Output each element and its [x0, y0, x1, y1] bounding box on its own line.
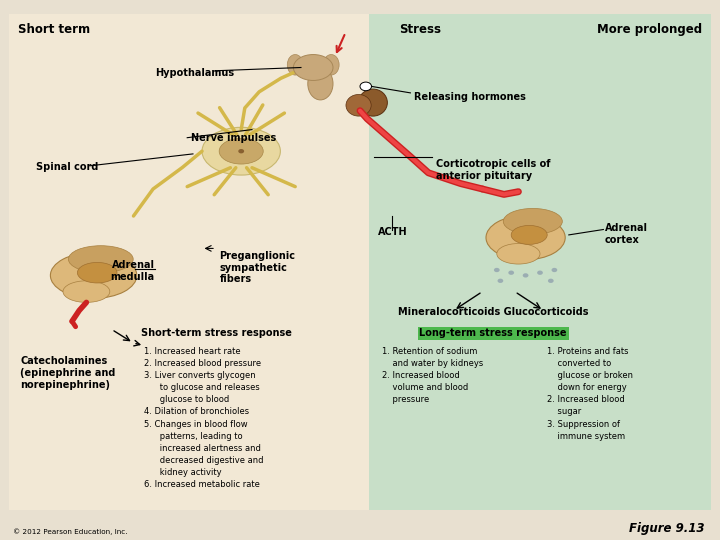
Ellipse shape: [346, 94, 372, 116]
Text: Nerve impulses: Nerve impulses: [191, 133, 276, 143]
Ellipse shape: [294, 55, 333, 80]
Text: Corticotropic cells of
anterior pituitary: Corticotropic cells of anterior pituitar…: [436, 159, 550, 181]
Circle shape: [360, 82, 372, 91]
Ellipse shape: [287, 55, 303, 75]
Text: Adrenal
medulla: Adrenal medulla: [111, 260, 155, 282]
Text: Catecholamines
(epinephrine and
norepinephrine): Catecholamines (epinephrine and norepine…: [20, 356, 115, 389]
Text: Hypothalamus: Hypothalamus: [155, 68, 234, 78]
Circle shape: [548, 279, 554, 283]
Circle shape: [537, 271, 543, 275]
Ellipse shape: [503, 208, 562, 234]
Text: More prolonged: More prolonged: [597, 23, 702, 36]
Ellipse shape: [323, 55, 339, 75]
Circle shape: [498, 279, 503, 283]
Ellipse shape: [68, 246, 133, 273]
Text: Mineralocorticoids Glucocorticoids: Mineralocorticoids Glucocorticoids: [398, 307, 588, 317]
Ellipse shape: [202, 127, 280, 175]
Text: ACTH: ACTH: [377, 227, 408, 237]
Ellipse shape: [219, 138, 264, 164]
Ellipse shape: [497, 244, 540, 264]
Bar: [9, 14, 369, 510]
Text: 1. Proteins and fats
    converted to
    glucose or broken
    down for energy
: 1. Proteins and fats converted to glucos…: [547, 347, 633, 441]
Ellipse shape: [63, 281, 110, 302]
Ellipse shape: [486, 215, 565, 260]
Text: 1. Increased heart rate
2. Increased blood pressure
3. Liver converts glycogen
 : 1. Increased heart rate 2. Increased blo…: [144, 347, 264, 489]
Ellipse shape: [359, 89, 387, 116]
Text: Long-term stress response: Long-term stress response: [420, 328, 567, 339]
Circle shape: [508, 271, 514, 275]
Text: Releasing hormones: Releasing hormones: [414, 92, 526, 102]
Ellipse shape: [238, 149, 244, 153]
Text: Short-term stress response: Short-term stress response: [140, 328, 292, 339]
Bar: [369, 14, 711, 510]
Text: © 2012 Pearson Education, Inc.: © 2012 Pearson Education, Inc.: [13, 528, 127, 535]
Text: 1. Retention of sodium
    and water by kidneys
2. Increased blood
    volume an: 1. Retention of sodium and water by kidn…: [382, 347, 483, 404]
Ellipse shape: [50, 252, 137, 298]
Text: Adrenal
cortex: Adrenal cortex: [605, 223, 648, 245]
Ellipse shape: [307, 68, 333, 100]
Circle shape: [494, 268, 500, 272]
Text: Spinal cord: Spinal cord: [36, 163, 99, 172]
Circle shape: [552, 268, 557, 272]
Text: Short term: Short term: [18, 23, 90, 36]
Ellipse shape: [511, 226, 547, 244]
Ellipse shape: [78, 262, 117, 283]
Circle shape: [523, 273, 528, 278]
Text: Preganglionic
sympathetic
fibers: Preganglionic sympathetic fibers: [220, 251, 296, 284]
Text: Stress: Stress: [400, 23, 441, 36]
Text: Figure 9.13: Figure 9.13: [629, 522, 704, 535]
